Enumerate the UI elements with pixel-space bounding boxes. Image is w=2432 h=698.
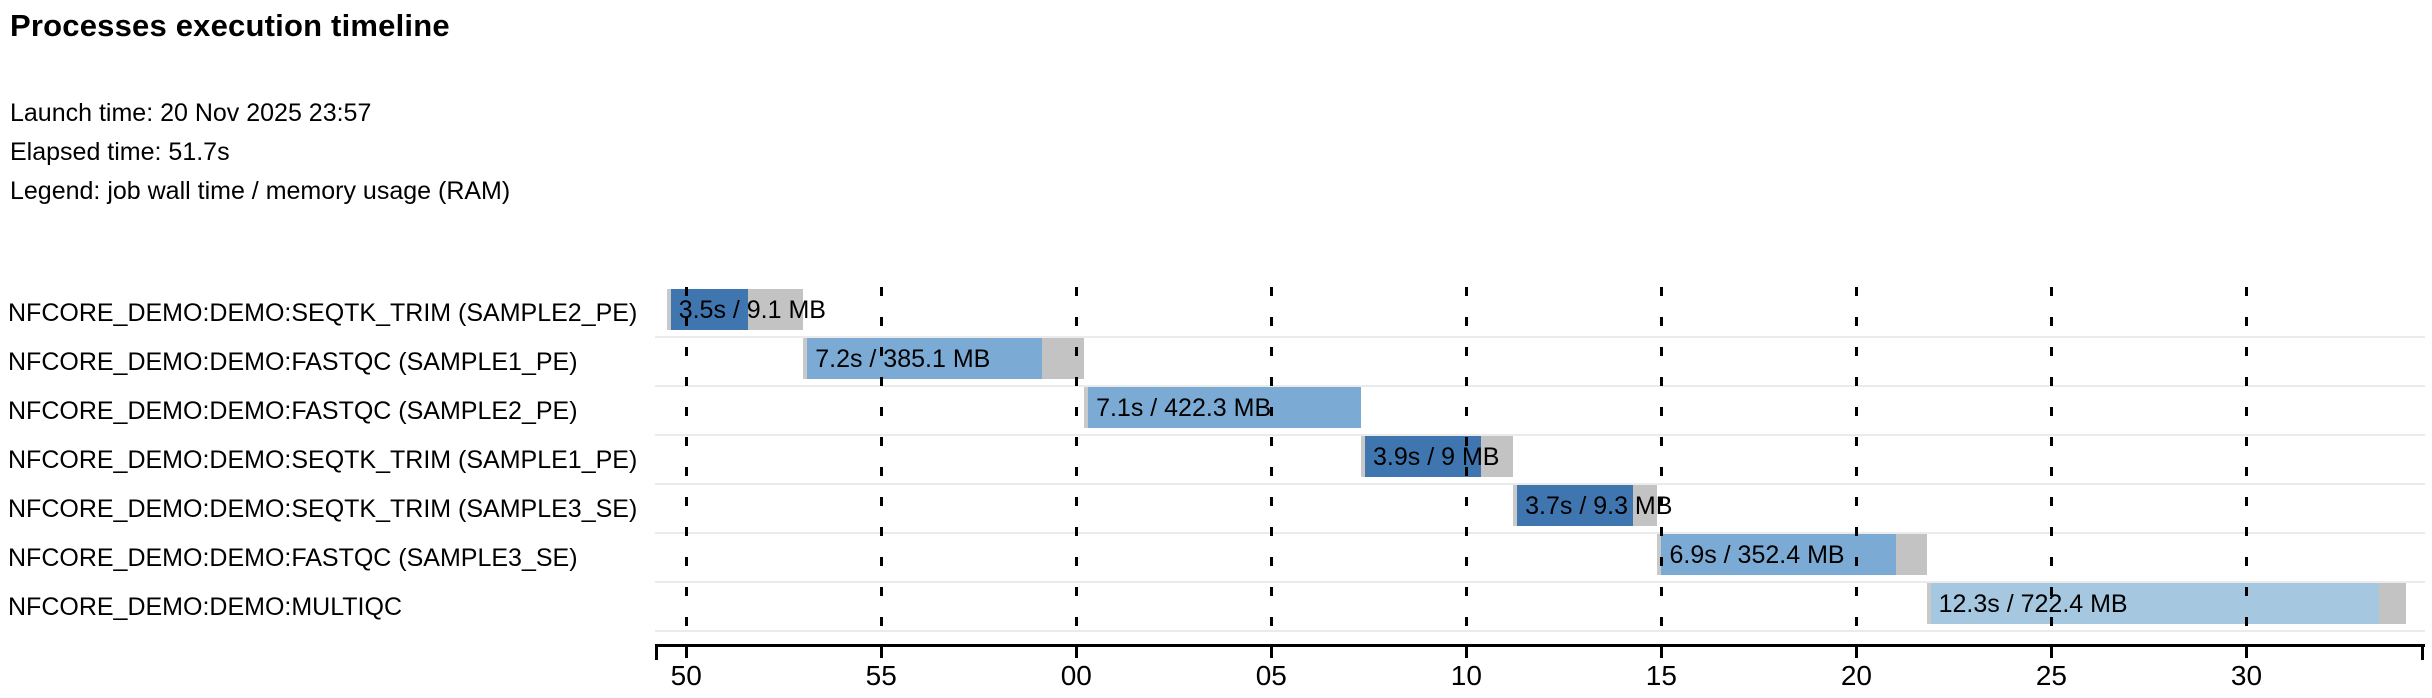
task-row-label: NFCORE_DEMO:DEMO:MULTIQC [8, 593, 402, 621]
task-bar-label: 12.3s / 722.4 MB [1938, 590, 2128, 618]
gridline [1465, 287, 1469, 640]
x-axis-tick [2050, 647, 2054, 658]
gridline [1075, 287, 1079, 640]
task-run-segment [1930, 583, 2380, 624]
x-axis-tick [2245, 647, 2249, 658]
task-run-segment [807, 338, 1042, 379]
task-run-segment [1365, 436, 1481, 477]
x-axis-tick [1855, 647, 1859, 658]
gridline [1270, 287, 1274, 640]
gridline [1660, 287, 1664, 640]
task-bar-label: 7.1s / 422.3 MB [1096, 394, 1272, 422]
gridline [1855, 287, 1859, 640]
row-separator [655, 483, 2425, 485]
task-bar [803, 338, 1085, 379]
row-separator [655, 581, 2425, 583]
task-bar-label: 6.9s / 352.4 MB [1669, 541, 1845, 569]
x-axis-line [655, 644, 2425, 647]
x-axis-tick [880, 647, 884, 658]
x-axis-tick-label: 05 [1255, 660, 1287, 691]
task-bar [666, 289, 804, 330]
task-run-segment [670, 289, 749, 330]
gridline [2245, 287, 2249, 640]
gridline [2050, 287, 2054, 640]
x-axis-tick [685, 647, 689, 658]
task-row-label: NFCORE_DEMO:DEMO:SEQTK_TRIM (SAMPLE3_SE) [8, 495, 638, 523]
task-bar-label: 3.5s / 9.1 MB [678, 296, 826, 324]
task-bar-label: 3.9s / 9 MB [1373, 443, 1500, 471]
x-axis-tick-label: 55 [865, 660, 897, 691]
task-run-segment [1088, 387, 1361, 428]
x-axis-end-tick [2421, 644, 2424, 660]
x-axis-tick-label: 20 [1840, 660, 1872, 691]
x-axis-tick-label: 25 [2035, 660, 2067, 691]
elapsed-time-text: Elapsed time: 51.7s [10, 138, 230, 166]
task-bar [1926, 583, 2407, 624]
task-row-label: NFCORE_DEMO:DEMO:SEQTK_TRIM (SAMPLE2_PE) [8, 299, 638, 327]
task-bar [1361, 436, 1514, 477]
row-separator [655, 532, 2425, 534]
x-axis-start-tick [655, 644, 658, 660]
x-axis-tick [1270, 647, 1274, 658]
x-axis-tick-label: 10 [1450, 660, 1482, 691]
x-axis-tick-label: 30 [2230, 660, 2263, 691]
row-separator [655, 385, 2425, 387]
gridline [685, 287, 689, 640]
row-separator [655, 630, 2425, 632]
task-row-label: NFCORE_DEMO:DEMO:SEQTK_TRIM (SAMPLE1_PE) [8, 446, 638, 474]
x-axis-tick [1075, 647, 1079, 658]
x-axis-tick [1465, 647, 1469, 658]
x-axis-tick [1660, 647, 1664, 658]
task-bar-label: 3.7s / 9.3 MB [1525, 492, 1673, 520]
task-row-label: NFCORE_DEMO:DEMO:FASTQC (SAMPLE3_SE) [8, 544, 578, 572]
task-bar-label: 7.2s / 385.1 MB [815, 345, 991, 373]
task-run-segment [1517, 485, 1633, 526]
x-axis-tick-label: 15 [1645, 660, 1677, 691]
x-axis-tick-label: 50 [670, 660, 702, 691]
x-axis-tick-label: 00 [1060, 660, 1092, 691]
task-row-label: NFCORE_DEMO:DEMO:FASTQC (SAMPLE1_PE) [8, 348, 578, 376]
gridline [880, 287, 884, 640]
legend-text: Legend: job wall time / memory usage (RA… [10, 177, 511, 205]
task-row-label: NFCORE_DEMO:DEMO:FASTQC (SAMPLE2_PE) [8, 397, 578, 425]
row-separator [655, 434, 2425, 436]
task-bar [1513, 485, 1658, 526]
page-title: Processes execution timeline [10, 8, 450, 43]
launch-time-text: Launch time: 20 Nov 2025 23:57 [10, 99, 372, 127]
report-meta: Launch time: 20 Nov 2025 23:57 Elapsed t… [10, 94, 510, 211]
task-bar [1084, 387, 1361, 428]
row-separator [655, 336, 2425, 338]
